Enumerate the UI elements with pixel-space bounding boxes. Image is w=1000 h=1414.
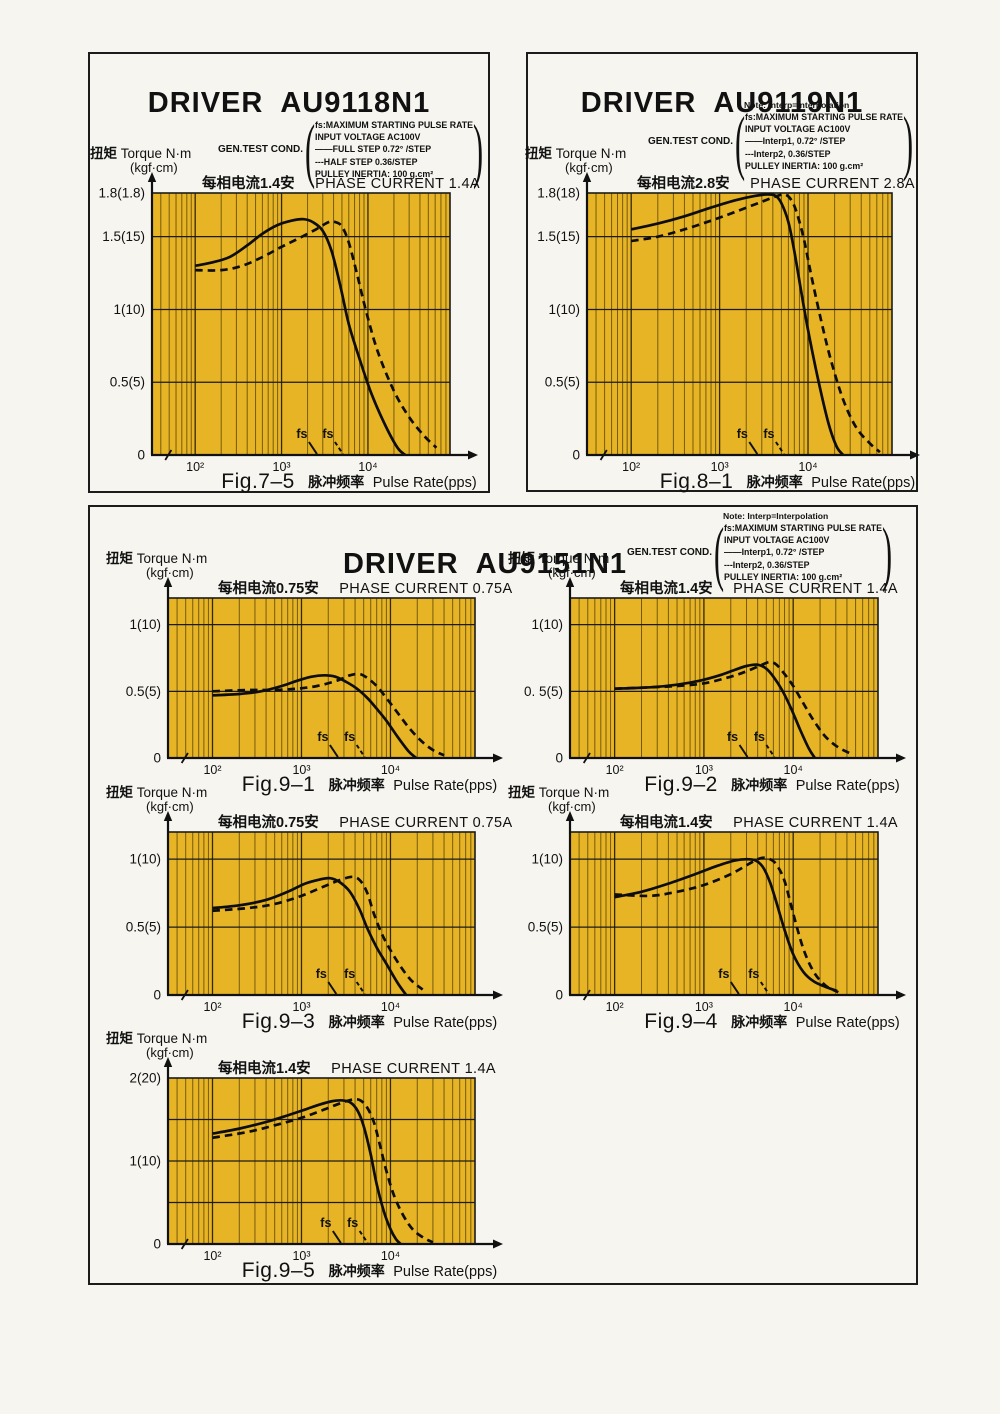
page-title: DRIVER AU9151N1 <box>342 548 628 581</box>
gen-test-cond-label: GEN.TEST COND. <box>648 136 734 147</box>
brace-open: ( <box>734 101 746 182</box>
brace-open: ( <box>304 109 316 190</box>
test-conditions: GEN.TEST COND. ( fs:MAXIMUM STARTING PUL… <box>218 108 484 190</box>
test-cond-line: fs:MAXIMUM STARTING PULSE RATE <box>724 523 883 533</box>
test-cond-line: INPUT VOLTAGE AC100V <box>315 132 421 143</box>
test-cond-line: ——Interp1, 0.72° /STEP <box>745 136 846 147</box>
test-cond-line: ---HALF STEP 0.36/STEP <box>315 156 418 167</box>
test-cond-line: ——FULL STEP 0.72° /STEP <box>315 144 432 155</box>
page-title: DRIVER AU9118N1 <box>147 87 431 120</box>
test-conditions: Note: Interp=Interpolation GEN.TEST COND… <box>648 100 914 182</box>
gen-test-cond-label: GEN.TEST COND. <box>218 144 304 155</box>
brace-close: ) <box>902 101 914 182</box>
test-cond-lines: fs:MAXIMUM STARTING PULSE RATE INPUT VOLT… <box>724 522 882 583</box>
test-cond-line: PULLEY INERTIA: 100 g.cm² <box>724 571 843 582</box>
test-conditions: Note: Interp=Interpolation GEN.TEST COND… <box>627 511 893 593</box>
test-note: Note: Interp=Interpolation <box>723 511 829 521</box>
test-cond-line: ——Interp1, 0.72° /STEP <box>724 547 825 558</box>
brace-open: ( <box>713 512 725 593</box>
test-cond-line: PULLEY INERTIA: 100 g.cm² <box>315 168 434 179</box>
test-cond-line: fs:MAXIMUM STARTING PULSE RATE <box>745 112 904 122</box>
panel-au9119n1: DRIVER AU9119N1 Note: Interp=Interpolati… <box>526 52 918 492</box>
test-cond-lines: fs:MAXIMUM STARTING PULSE RATE INPUT VOLT… <box>745 111 903 172</box>
gen-test-cond-label: GEN.TEST COND. <box>627 547 713 558</box>
brace-close: ) <box>472 109 484 190</box>
panel-au9118n1: DRIVER AU9118N1 GEN.TEST COND. ( fs:MAXI… <box>88 52 490 493</box>
test-note: Note: Interp=Interpolation <box>744 100 850 110</box>
test-cond-line: fs:MAXIMUM STARTING PULSE RATE <box>315 120 474 130</box>
test-cond-line: INPUT VOLTAGE AC100V <box>745 124 851 135</box>
test-cond-line: PULLEY INERTIA: 100 g.cm² <box>745 160 864 171</box>
page-title: DRIVER AU9119N1 <box>580 87 864 120</box>
test-cond-line: ---Interp2, 0.36/STEP <box>724 559 810 570</box>
test-cond-line: ---Interp2, 0.36/STEP <box>745 148 831 159</box>
brace-close: ) <box>881 512 893 593</box>
test-cond-line: INPUT VOLTAGE AC100V <box>724 535 830 546</box>
test-cond-lines: fs:MAXIMUM STARTING PULSE RATE INPUT VOLT… <box>315 119 473 180</box>
panel-au9151n1: DRIVER AU9151N1 Note: Interp=Interpolati… <box>88 505 918 1285</box>
